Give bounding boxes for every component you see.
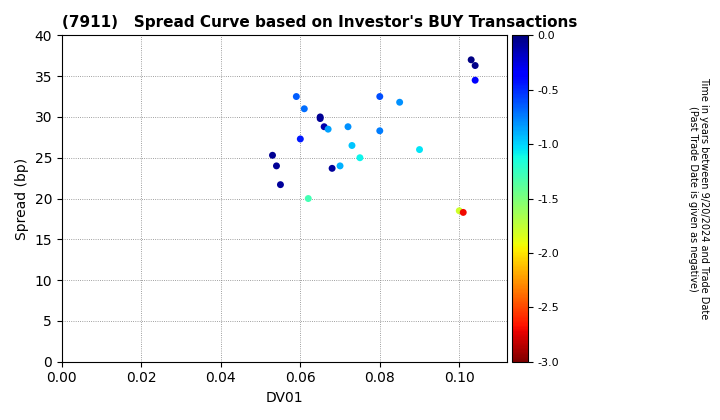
Point bbox=[465, 56, 477, 63]
Point bbox=[469, 77, 481, 84]
Point bbox=[291, 93, 302, 100]
Point bbox=[299, 105, 310, 112]
Point bbox=[326, 165, 338, 172]
Point bbox=[266, 152, 278, 159]
Point bbox=[346, 142, 358, 149]
Y-axis label: Spread (bp): Spread (bp) bbox=[15, 158, 29, 239]
Point bbox=[334, 163, 346, 169]
Point bbox=[342, 123, 354, 130]
Point bbox=[374, 127, 385, 134]
Point bbox=[457, 209, 469, 216]
Point bbox=[469, 62, 481, 69]
X-axis label: DV01: DV01 bbox=[266, 391, 303, 405]
Text: (7911)   Spread Curve based on Investor's BUY Transactions: (7911) Spread Curve based on Investor's … bbox=[62, 15, 577, 30]
Point bbox=[394, 99, 405, 105]
Point bbox=[294, 136, 306, 142]
Point bbox=[302, 195, 314, 202]
Point bbox=[315, 113, 326, 120]
Point bbox=[323, 126, 334, 133]
Point bbox=[354, 155, 366, 161]
Point bbox=[374, 93, 385, 100]
Point bbox=[318, 123, 330, 130]
Point bbox=[271, 163, 282, 169]
Point bbox=[414, 146, 426, 153]
Point bbox=[454, 207, 465, 214]
Point bbox=[275, 181, 287, 188]
Point bbox=[315, 115, 326, 122]
Y-axis label: Time in years between 9/20/2024 and Trade Date
(Past Trade Date is given as nega: Time in years between 9/20/2024 and Trad… bbox=[688, 77, 709, 320]
